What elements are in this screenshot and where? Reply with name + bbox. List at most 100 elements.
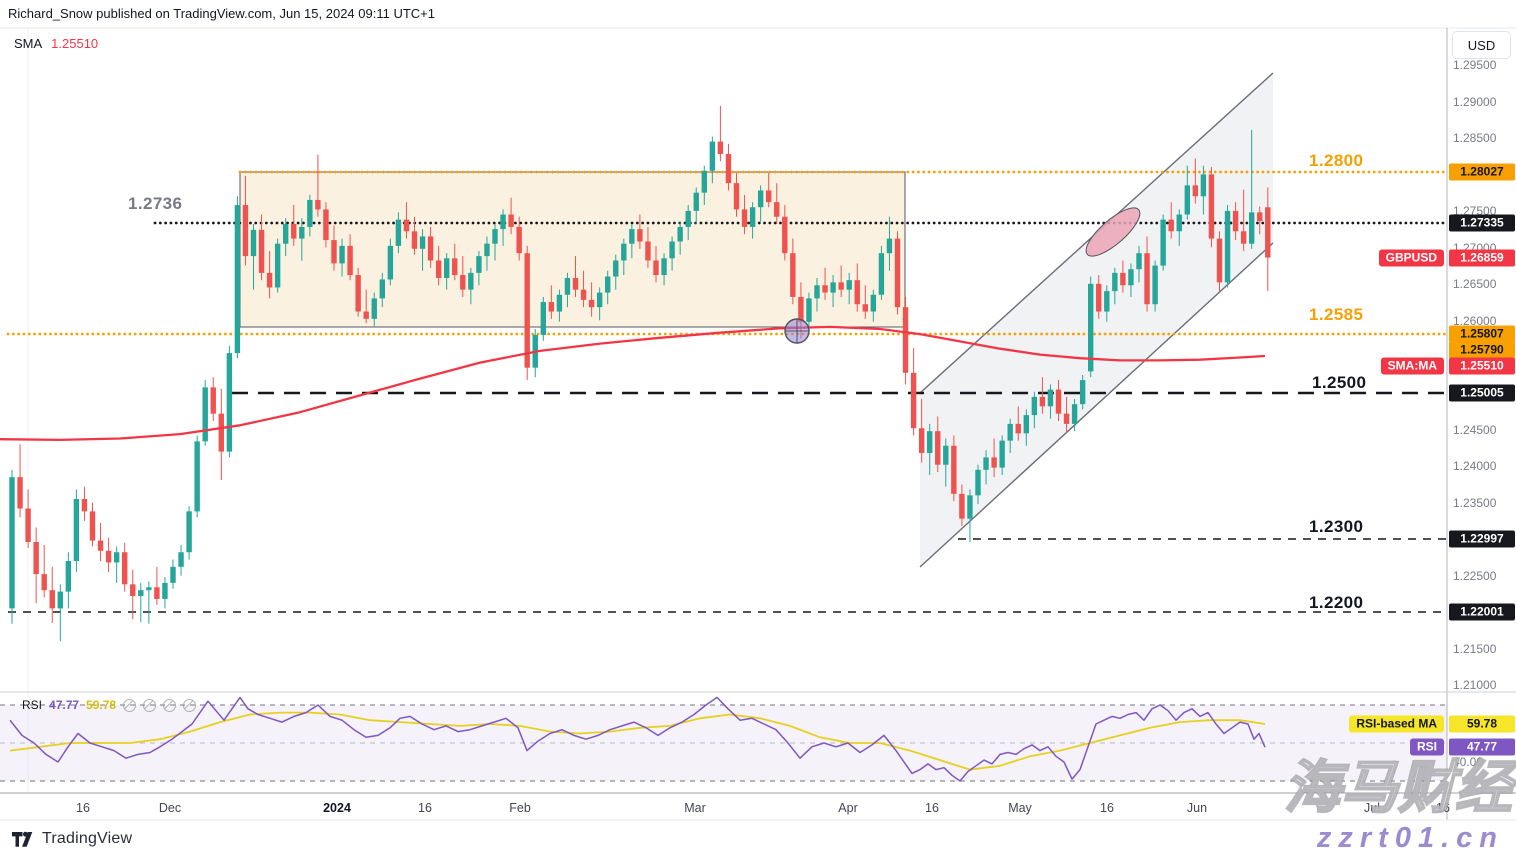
candle-body [444,258,450,278]
candle-body [1071,404,1078,424]
candle-body [1136,253,1142,270]
tradingview-logo-icon[interactable] [12,831,35,848]
candle-body [556,294,563,312]
settings-icon[interactable] [143,698,157,712]
candle-body [178,552,184,567]
channel-lower-line [919,242,1274,568]
publish-byline: Richard_Snow published on TradingView.co… [8,6,435,21]
candle-body [1015,423,1021,434]
candle-body [629,229,635,244]
candle-body [806,298,812,322]
watermark-url-text: zzrt01.cn [1316,822,1504,854]
candle-body [572,277,579,290]
candle-body [1168,219,1174,232]
time-tick-label: 16 [1436,801,1450,815]
price-tick-label: 1.24500 [1453,423,1497,437]
candle-body [234,205,241,354]
candle-body [717,141,724,154]
candle-body [1128,269,1134,286]
candle-body [113,552,120,563]
candle-body [991,457,997,468]
candle-body [1104,291,1110,312]
time-tick-label: 16 [925,801,939,815]
candle-body [81,498,88,512]
source-code-icon[interactable] [163,698,177,712]
candle-body [283,224,289,244]
candle-body [685,210,691,227]
candle-body [733,183,740,210]
candle-body [226,353,233,452]
candle-body [693,192,699,211]
visibility-icon[interactable] [123,698,137,712]
series-tag-rsi: RSI [1409,738,1444,756]
candle-body [25,508,31,543]
series-tag-rsi-based-ma: RSI-based MA [1349,715,1444,733]
candle-body [661,258,667,276]
candle-body [105,550,112,563]
candle-body [830,282,836,293]
currency-toggle-button[interactable]: USD [1452,31,1511,59]
candle-body [709,141,716,171]
candle-body [315,199,321,210]
candle-body [677,226,683,242]
candle-body [983,457,989,470]
candle-body [951,445,957,494]
candle-body [1240,231,1247,244]
candle-body [97,540,104,551]
candle-body [878,253,885,295]
price-tick-label: 1.28500 [1453,131,1497,145]
candle-body [749,207,756,227]
candle-body [822,285,828,293]
candle-body [613,260,619,277]
candle-body [1047,389,1054,407]
candle-body [596,292,603,308]
price-tick-label: 1.22500 [1453,569,1497,583]
candle-body [379,279,385,299]
candle-body [1160,219,1166,266]
candle-body [1249,212,1255,244]
candle-body [1257,212,1263,222]
price-tick-label: 40.00 [1453,755,1484,769]
delete-icon[interactable] [183,698,197,712]
candle-body [1208,174,1215,239]
candle-body [701,170,707,193]
watermark-cjk-text: 海马财经 [1283,756,1513,820]
candle-body [17,477,23,509]
candle-body [419,236,426,249]
candle-body [999,440,1005,468]
candle-body [186,511,192,553]
candle-body [331,240,337,264]
price-tick-label: 1.29000 [1453,95,1497,109]
candle-body [65,560,72,592]
time-tick-label: Apr [838,801,858,815]
candle-body [524,253,530,368]
candle-body [508,214,514,227]
price-tick-label: 1.26000 [1453,314,1497,328]
candle-body [653,260,659,276]
indicator-legend-rsi[interactable]: RSI 47.77 59.78 [22,698,197,712]
candle-body [492,229,498,244]
candle-body [291,224,297,239]
indicator-legend-sma[interactable]: SMA 1.25510 [14,36,98,51]
price-tick-label: 1.29500 [1453,58,1497,72]
candle-body [387,245,394,280]
candle-body [1265,207,1271,258]
price-tick-label: 1.21500 [1453,642,1497,656]
candle-body [1055,389,1062,414]
tradingview-brand-text[interactable]: TradingView [42,830,133,847]
rsi-legend-value: 47.77 [49,698,80,712]
price-badge: 1.25807 [1449,325,1515,343]
time-tick-label: Mar [684,801,706,815]
ellipse-drawing [1085,207,1141,257]
price-badge: 1.28027 [1449,163,1515,181]
candle-body [564,277,571,295]
candle-body [347,245,353,276]
candle-body [89,511,96,541]
price-badge: 47.77 [1449,738,1515,756]
rsi-legend-label: RSI [22,698,43,712]
time-tick-label: Jul [1364,801,1380,815]
candle-body [790,253,796,297]
candle-body [1184,185,1190,215]
